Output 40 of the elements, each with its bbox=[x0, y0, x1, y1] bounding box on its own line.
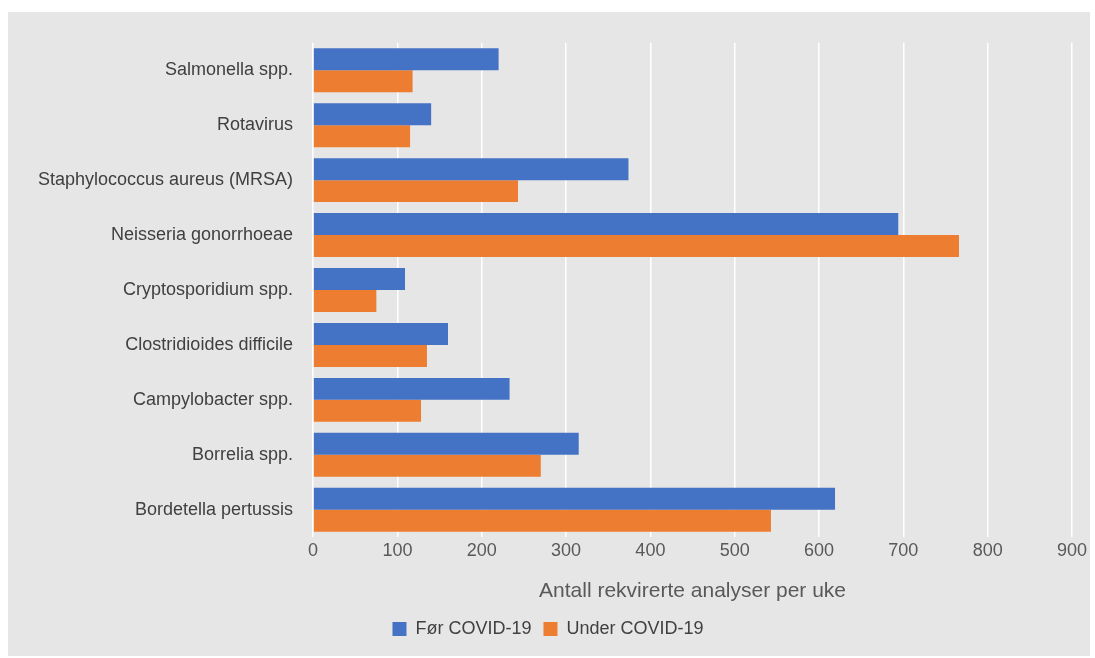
bar bbox=[313, 344, 427, 367]
bar bbox=[313, 487, 836, 510]
bar bbox=[313, 180, 518, 203]
x-tick-label: 200 bbox=[466, 539, 497, 560]
bar bbox=[313, 454, 541, 477]
legend-label: Under COVID-19 bbox=[566, 617, 704, 638]
x-tick-label: 400 bbox=[635, 539, 666, 560]
bar bbox=[313, 377, 510, 400]
y-tick-label: Bordetella pertussis bbox=[135, 498, 294, 519]
bar bbox=[313, 103, 432, 126]
x-tick-label: 600 bbox=[804, 539, 835, 560]
x-tick-label: 0 bbox=[308, 539, 319, 560]
y-tick-label: Campylobacter spp. bbox=[133, 388, 294, 409]
bar bbox=[313, 399, 422, 422]
bar bbox=[313, 213, 899, 236]
bar bbox=[313, 48, 499, 71]
bar bbox=[313, 290, 377, 312]
y-tick-label: Neisseria gonorrhoeae bbox=[110, 224, 294, 245]
x-tick-label: 900 bbox=[1056, 539, 1088, 560]
bar bbox=[313, 125, 411, 148]
x-tick-label: 500 bbox=[719, 539, 750, 560]
bar bbox=[313, 158, 629, 181]
y-tick-label: Borrelia spp. bbox=[192, 443, 294, 464]
bar bbox=[313, 235, 959, 258]
bar bbox=[313, 268, 406, 290]
y-tick-label: Clostridioides difficile bbox=[125, 333, 294, 354]
bar bbox=[313, 322, 449, 345]
y-tick-label: Rotavirus bbox=[217, 114, 294, 135]
y-tick-label: Salmonella spp. bbox=[165, 59, 294, 80]
x-tick-label: 300 bbox=[551, 539, 582, 560]
bar bbox=[313, 509, 771, 532]
y-tick-label: Staphylococcus aureus (MRSA) bbox=[37, 169, 294, 190]
x-tick-label: 100 bbox=[382, 539, 413, 560]
bar bbox=[313, 432, 579, 455]
legend-label: Før COVID-19 bbox=[415, 617, 532, 638]
bar bbox=[313, 70, 413, 93]
y-tick-label: Cryptosporidium spp. bbox=[123, 278, 294, 299]
x-axis-title: Antall rekvirerte analyser per uke bbox=[539, 578, 847, 602]
x-tick-label: 800 bbox=[972, 539, 1003, 560]
x-tick-label: 700 bbox=[888, 539, 919, 560]
